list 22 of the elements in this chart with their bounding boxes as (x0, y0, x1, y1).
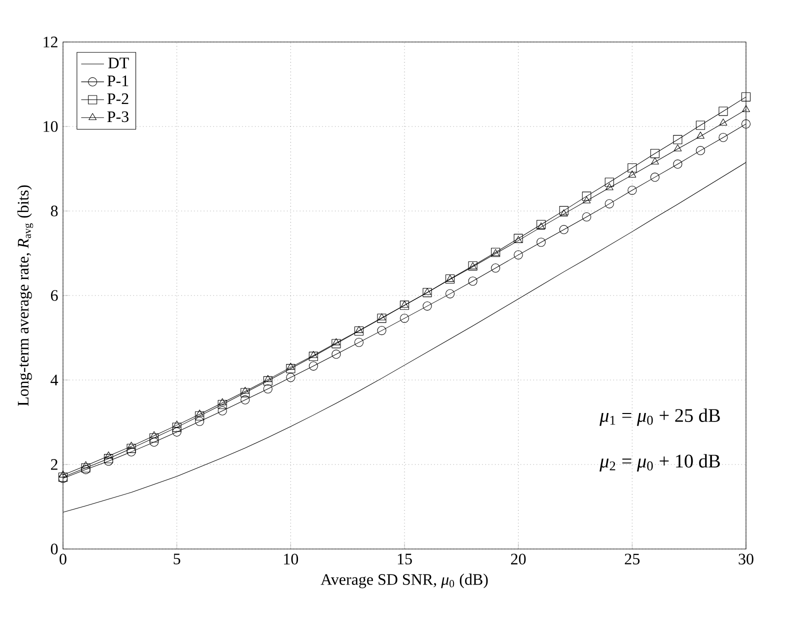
legend-label: P-3 (107, 111, 128, 122)
y-tick-label: 0 (50, 544, 58, 554)
x-tick-label: 25 (624, 554, 640, 564)
x-tick-label: 5 (174, 554, 180, 564)
y-tick-label: 2 (51, 459, 58, 470)
legend-label: DT (108, 58, 129, 68)
x-tick-label: 20 (511, 554, 526, 564)
y-tick-label: 12 (44, 36, 58, 48)
legend-label: P-1 (107, 76, 128, 86)
annotation: μ$_{2}$ = μ$_{0}$ + 10 dB (600, 454, 720, 472)
y-tick-label: 4 (50, 374, 58, 386)
x-axis-title: Average SD SNR, μ$_{0}$ (dB) (320, 574, 488, 588)
x-tick-label: 15 (398, 554, 412, 564)
x-tick-label: 10 (284, 554, 298, 564)
y-tick-label: 8 (50, 206, 58, 216)
annotation: μ$_{1}$ = μ$_{0}$ + 25 dB (600, 408, 720, 426)
y-axis-title: Long-term average rate, R$_{avg}$ (bits) (17, 185, 34, 406)
x-tick-label: 30 (738, 554, 754, 564)
x-tick-label: 0 (60, 554, 66, 564)
legend-label: P-2 (107, 93, 128, 104)
y-tick-label: 10 (44, 121, 58, 132)
y-tick-label: 6 (50, 290, 58, 301)
